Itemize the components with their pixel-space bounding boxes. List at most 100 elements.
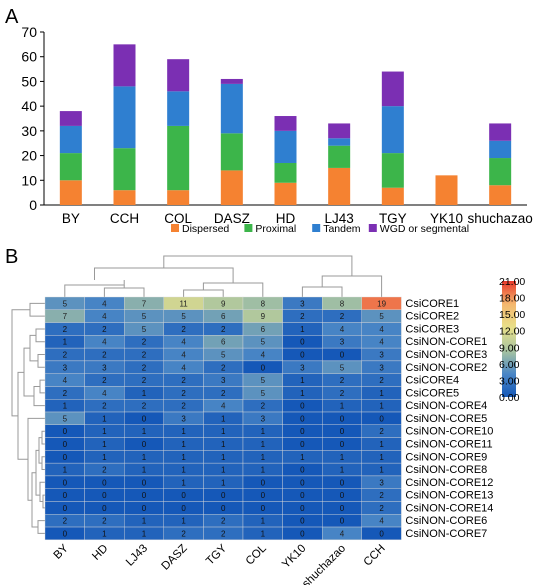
row-label: CsiCORE1: [405, 298, 459, 310]
cell-value: 0: [340, 440, 345, 449]
cell-value: 5: [142, 312, 147, 321]
cell-value: 5: [63, 414, 68, 423]
row-dendrogram-branch: [23, 347, 34, 397]
bar-dispersed: [489, 185, 512, 205]
cell-value: 1: [221, 453, 226, 462]
cell-value: 6: [221, 338, 226, 347]
cell-value: 11: [179, 299, 188, 308]
row-label: CsiNON-CORE13: [405, 490, 493, 502]
cell-value: 1: [261, 529, 266, 538]
column-label: CCH: [362, 542, 388, 568]
cell-value: 4: [102, 389, 107, 398]
bar-wgd-or-segmental: [381, 71, 404, 107]
cell-value: 1: [181, 453, 186, 462]
cell-value: 1: [379, 453, 384, 462]
cell-value: 9: [261, 312, 266, 321]
cell-value: 0: [63, 491, 68, 500]
cell-value: 2: [340, 376, 345, 385]
cell-value: 0: [300, 427, 305, 436]
x-tick-label: shuchazao: [468, 211, 533, 226]
cell-value: 0: [181, 504, 186, 513]
cell-value: 3: [379, 478, 384, 487]
column-dendrogram-branch: [103, 287, 145, 297]
cell-value: 1: [142, 466, 147, 475]
cell-value: 1: [340, 402, 345, 411]
x-tick-label: HD: [276, 211, 296, 226]
cell-value: 1: [102, 529, 107, 538]
cell-value: 2: [102, 376, 107, 385]
legend-label: Proximal: [255, 223, 296, 235]
cell-value: 5: [221, 351, 226, 360]
colorbar: 21.00 18.00 15.00 12.00 9.00 6.00 3.00 0.00: [499, 276, 525, 404]
cell-value: 2: [379, 504, 384, 513]
cell-value: 1: [300, 389, 305, 398]
cell-value: 3: [102, 363, 107, 372]
cell-value: 7: [142, 299, 147, 308]
bar-proximal: [220, 133, 243, 171]
cell-value: 5: [379, 312, 384, 321]
cell-value: 1: [102, 427, 107, 436]
cell-value: 2: [221, 389, 226, 398]
cell-value: 6: [261, 325, 266, 334]
cell-value: 2: [221, 363, 226, 372]
cell-value: 4: [181, 351, 186, 360]
cell-value: 2: [63, 389, 68, 398]
cell-value: 2: [102, 517, 107, 526]
bar-wgd-or-segmental: [489, 123, 512, 141]
row-label: CsiNON-CORE11: [405, 438, 492, 450]
cell-value: 0: [300, 466, 305, 475]
cell-value: 1: [221, 427, 226, 436]
cell-value: 0: [340, 517, 345, 526]
cell-value: 0: [300, 529, 305, 538]
cell-value: 0: [300, 517, 305, 526]
stacked-bar-chart: 0 10 20 30 40 50 60 70 BY CCH COL DASZ HD LJ43 TGY YK10…: [21, 24, 532, 226]
cell-value: 1: [379, 389, 384, 398]
column-dendrogram-branch: [64, 280, 125, 297]
row-label: CsiNON-CORE4: [405, 400, 487, 412]
cell-value: 1: [221, 440, 226, 449]
bar-tandem: [59, 125, 82, 154]
row-label: CsiNON-CORE14: [405, 502, 493, 514]
cell-value: 3: [181, 414, 186, 423]
cell-value: 1: [300, 376, 305, 385]
row-label: CsiNON-CORE7: [405, 528, 487, 540]
cell-value: 5: [261, 338, 266, 347]
cell-value: 0: [63, 427, 68, 436]
x-tick-label: COL: [164, 211, 192, 226]
cell-value: 1: [181, 440, 186, 449]
row-label: CsiNON-CORE9: [405, 451, 487, 463]
bar-dispersed: [328, 167, 351, 205]
cell-value: 1: [181, 466, 186, 475]
column-label: YK10: [280, 542, 308, 570]
cell-value: 1: [181, 478, 186, 487]
cell-value: 3: [340, 338, 345, 347]
bar-tandem: [489, 140, 512, 159]
bar-proximal: [167, 125, 190, 191]
cell-value: 1: [340, 466, 345, 475]
bar-wgd-or-segmental: [274, 116, 297, 131]
cell-value: 0: [102, 491, 107, 500]
cell-value: 1: [300, 325, 305, 334]
legend-label: WGD or segmental: [380, 223, 469, 235]
column-dendrogram-branch: [163, 255, 353, 276]
cell-value: 0: [261, 491, 266, 500]
row-dendrogram-branch: [41, 430, 45, 445]
bar-proximal: [328, 145, 351, 168]
cell-value: 0: [181, 491, 186, 500]
colorbar-tick-label: 9.00: [499, 342, 520, 354]
colorbar-tick-label: 18.00: [499, 293, 525, 305]
y-tick-label: 50: [21, 73, 37, 89]
colorbar-tick-label: 0.00: [499, 392, 520, 404]
row-label: CsiNON-CORE3: [405, 349, 487, 361]
cell-value: 1: [102, 453, 107, 462]
cell-value: 1: [261, 453, 266, 462]
row-dendrogram-branch: [37, 354, 45, 368]
cell-value: 1: [261, 440, 266, 449]
cell-value: 8: [261, 299, 266, 308]
cell-value: 1: [379, 466, 384, 475]
cell-value: 4: [221, 402, 226, 411]
row-label: CsiNON-CORE12: [405, 477, 493, 489]
cell-value: 3: [300, 363, 305, 372]
